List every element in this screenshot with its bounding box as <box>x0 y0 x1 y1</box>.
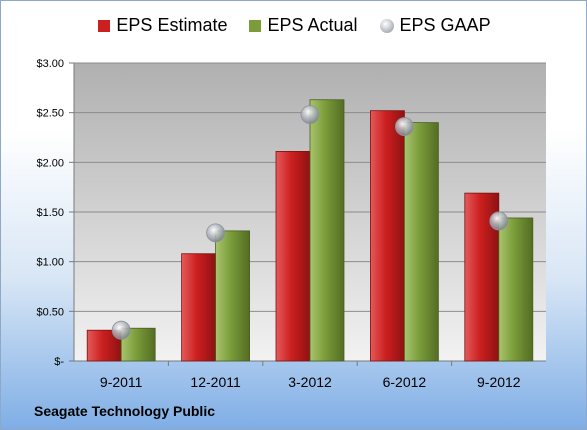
bar-eps-actual <box>309 99 345 362</box>
legend-swatch-estimate <box>98 19 111 32</box>
y-tick-label: $0.50 <box>36 306 64 318</box>
legend-item-actual: EPS Actual <box>249 15 358 36</box>
x-tick-label: 12-2011 <box>190 374 241 390</box>
company-name: Seagate Technology Public <box>34 403 216 419</box>
y-tick-label: $2.50 <box>36 108 64 120</box>
x-tick-label: 3-2012 <box>288 374 332 390</box>
marker-eps-gaap <box>300 105 320 125</box>
bar-eps-estimate <box>369 110 405 362</box>
legend-item-gaap: EPS GAAP <box>379 15 491 36</box>
x-tick-label: 9-2012 <box>477 374 521 390</box>
bar-eps-estimate <box>275 151 311 362</box>
x-tick-label: 9-2011 <box>100 374 143 390</box>
y-tick-label: $1.00 <box>36 257 64 269</box>
marker-eps-gaap <box>111 320 131 340</box>
y-tick-label: $1.50 <box>36 207 64 219</box>
legend-label-gaap: EPS GAAP <box>399 15 491 35</box>
marker-eps-gaap <box>489 211 509 231</box>
legend-item-estimate: EPS Estimate <box>98 15 227 36</box>
bar-eps-actual <box>215 230 251 362</box>
bar-eps-estimate <box>181 253 217 362</box>
legend-label-actual: EPS Actual <box>267 15 358 35</box>
legend: EPS Estimate EPS Actual EPS GAAP <box>1 15 586 36</box>
marker-eps-gaap <box>394 117 414 136</box>
y-tick-label: $2.00 <box>36 157 64 169</box>
y-tick-label: $3.00 <box>36 58 64 70</box>
legend-label-estimate: EPS Estimate <box>116 15 228 35</box>
bar-eps-actual <box>498 217 534 362</box>
bar-eps-actual <box>403 122 439 362</box>
legend-swatch-gaap <box>379 18 394 33</box>
marker-eps-gaap <box>206 223 226 243</box>
y-tick-label: $- <box>54 356 64 368</box>
x-tick-label: 6-2012 <box>383 374 427 390</box>
legend-swatch-actual <box>249 19 262 32</box>
